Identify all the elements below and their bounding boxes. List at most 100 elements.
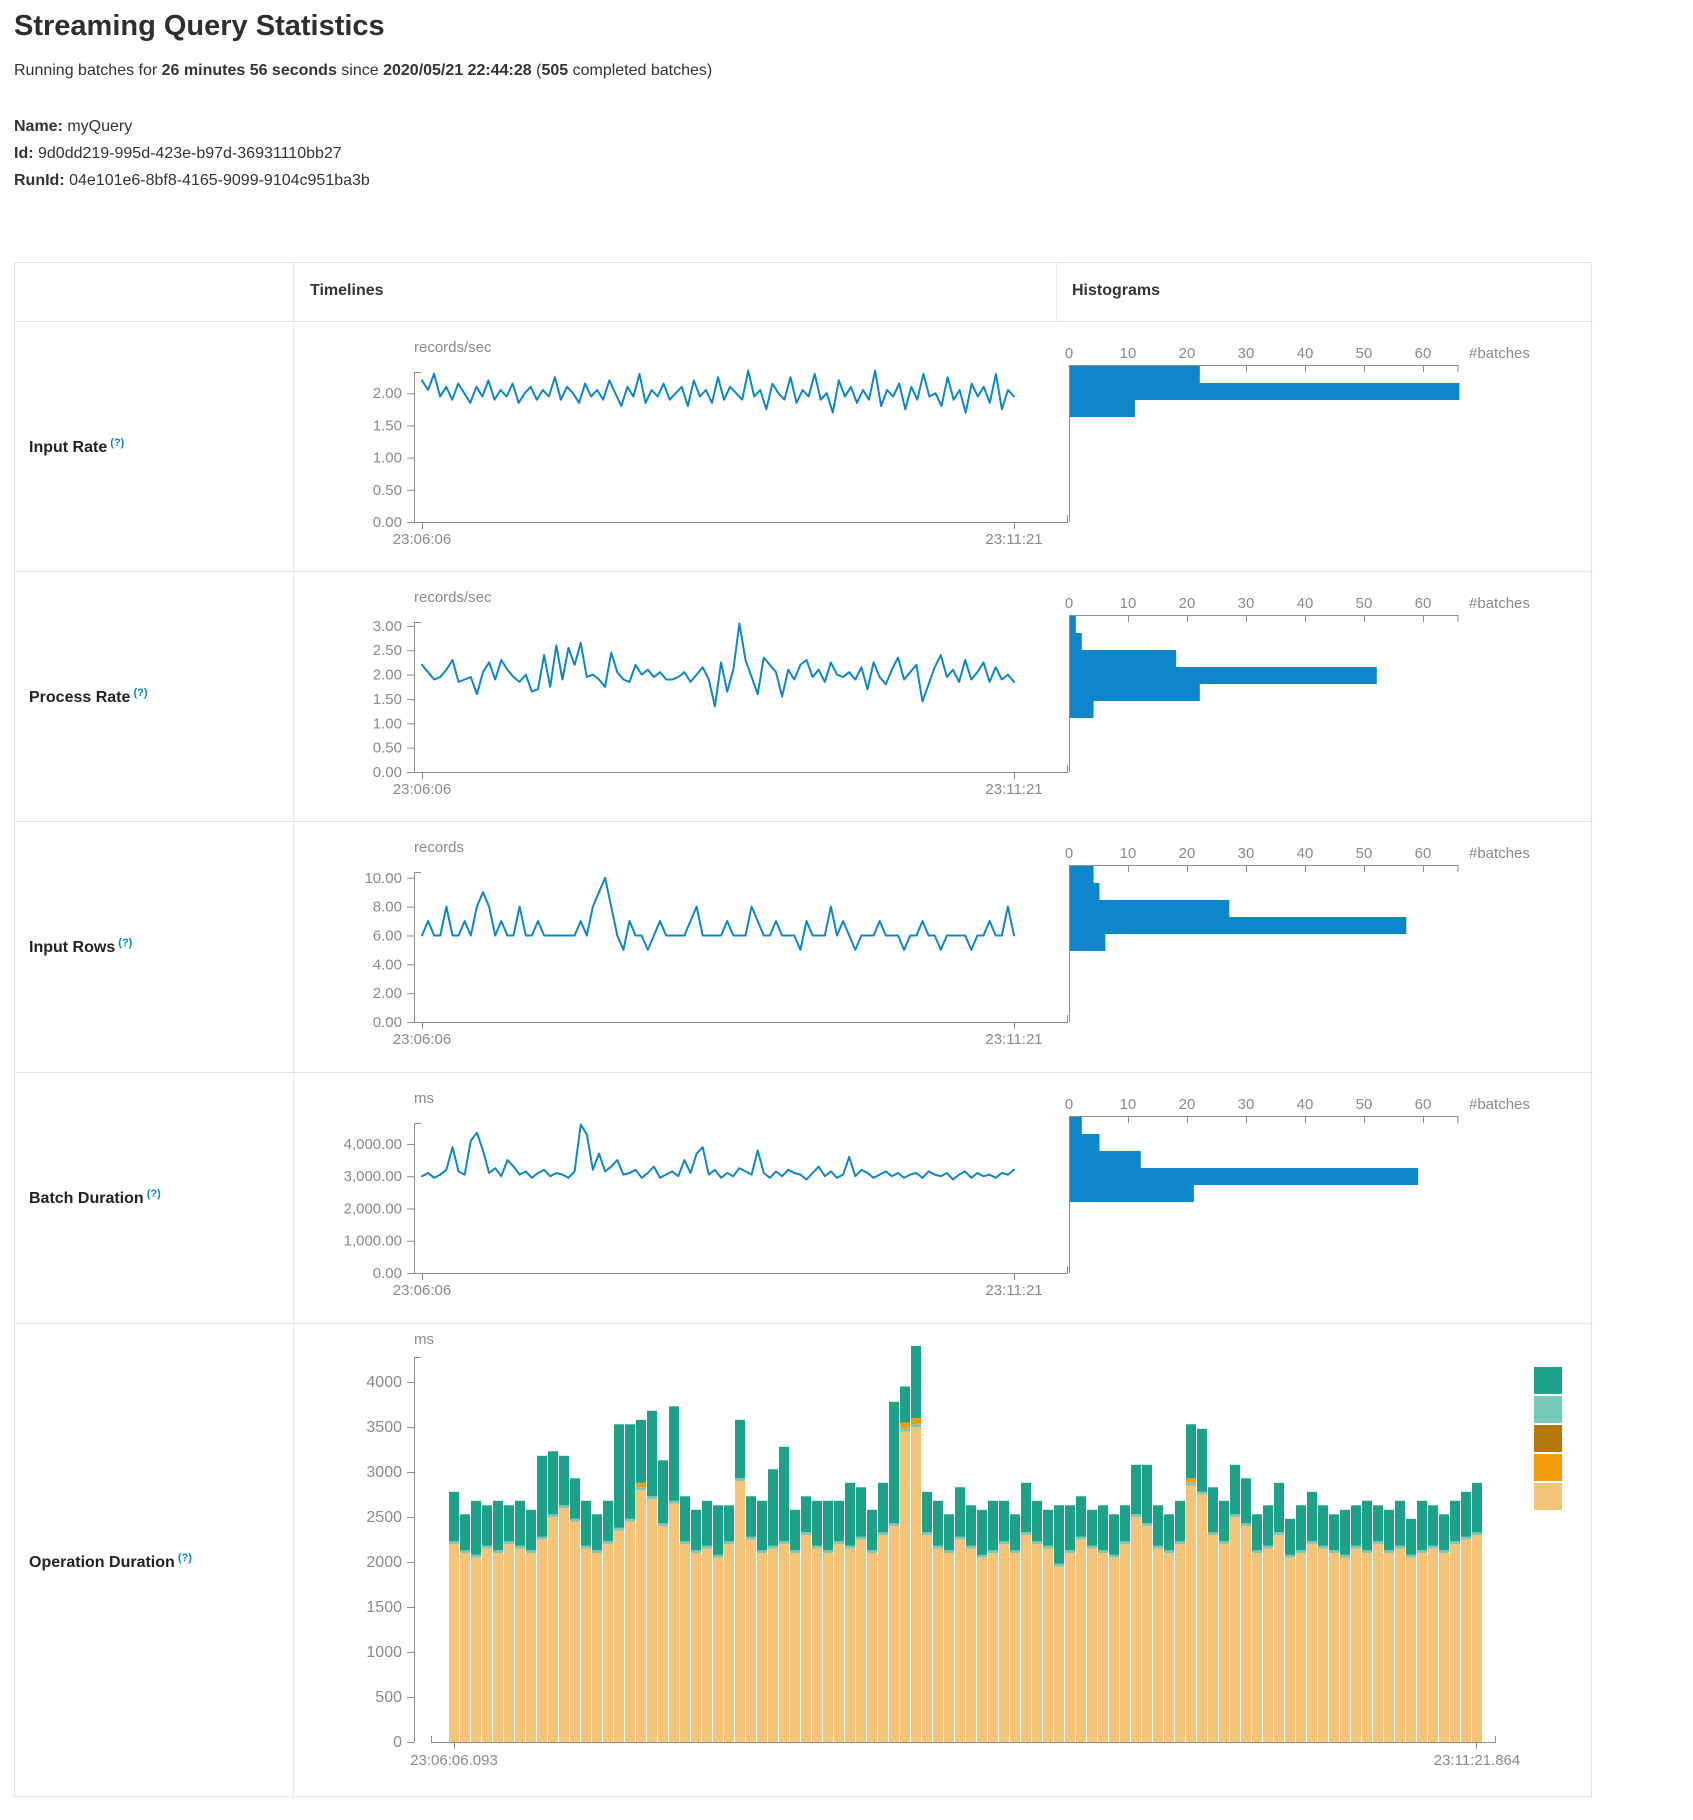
operation-duration-bar-segment	[482, 1545, 492, 1549]
batches-suffix: completed batches)	[568, 62, 713, 79]
svg-text:10.00: 10.00	[364, 870, 402, 887]
operation-duration-bar-segment	[592, 1514, 602, 1551]
operation-duration-bar-segment	[867, 1550, 877, 1553]
help-tooltip-icon[interactable]: (?)	[174, 1551, 192, 1564]
operation-duration-bar-segment	[1417, 1500, 1427, 1551]
svg-text:#batches: #batches	[1469, 1096, 1530, 1113]
operation-duration-bar-segment	[1307, 1544, 1317, 1742]
operation-duration-bar-segment	[581, 1545, 591, 1549]
table-header-row: Timelines Histograms	[15, 263, 1591, 321]
operation-duration-bar-segment	[911, 1418, 921, 1425]
operation-duration-bar-segment	[1021, 1532, 1031, 1535]
operation-duration-bar-segment	[460, 1553, 470, 1742]
svg-text:2500: 2500	[366, 1509, 402, 1526]
legend-swatch-orange[interactable]	[1534, 1454, 1562, 1481]
svg-text:1,000.00: 1,000.00	[344, 1233, 402, 1250]
operation-duration-bar-segment	[537, 1539, 547, 1742]
operation-duration-bar-segment	[680, 1541, 690, 1544]
operation-duration-bar-segment	[801, 1532, 811, 1535]
svg-text:0: 0	[1065, 1096, 1073, 1113]
svg-text:40: 40	[1297, 345, 1314, 362]
operation-duration-bar-segment	[1439, 1553, 1449, 1742]
operation-duration-bar-segment	[504, 1505, 514, 1542]
operation-duration-bar-segment	[1274, 1482, 1284, 1533]
operation-duration-bar-segment	[526, 1550, 536, 1553]
operation-duration-bar-segment	[449, 1544, 459, 1742]
input-rows-timeline-line	[421, 876, 1015, 951]
operation-duration-bar-segment	[581, 1500, 591, 1546]
operation-duration-bar-segment	[1450, 1500, 1460, 1542]
legend-swatch-teal[interactable]	[1534, 1367, 1562, 1394]
operation-duration-bar-segment	[1010, 1514, 1020, 1551]
svg-text:3,000.00: 3,000.00	[344, 1168, 402, 1185]
operation-duration-bar-segment	[1395, 1500, 1405, 1546]
svg-text:10: 10	[1120, 595, 1137, 612]
operation-duration-bar-segment	[1219, 1500, 1229, 1542]
process-rate-histogram-bar	[1070, 633, 1082, 650]
legend-swatch-light-teal[interactable]	[1534, 1396, 1562, 1423]
input-rows-histogram-bar	[1070, 900, 1230, 917]
operation-duration-bar-segment	[779, 1541, 789, 1544]
operation-duration-bar-segment	[1208, 1535, 1218, 1742]
id-value: 9d0dd219-995d-423e-b97d-36931110bb27	[33, 145, 342, 162]
svg-text:0: 0	[1065, 595, 1073, 612]
operation-duration-bar-segment	[471, 1554, 481, 1558]
operation-duration-bar-segment	[1010, 1553, 1020, 1742]
svg-text:2.50: 2.50	[373, 642, 402, 659]
legend-swatch-brown[interactable]	[1534, 1425, 1562, 1452]
help-tooltip-icon[interactable]: (?)	[143, 1187, 161, 1200]
operation-duration-bar-segment	[757, 1550, 767, 1553]
start-time: 2020/05/21 22:44:28	[383, 62, 532, 79]
process-rate-histogram-bar	[1070, 616, 1076, 633]
input-rate-histogram-bar	[1070, 400, 1135, 417]
svg-text:1500: 1500	[366, 1599, 402, 1616]
operation-duration-bar-segment	[515, 1548, 525, 1742]
operation-duration-bar-segment	[1472, 1535, 1482, 1742]
svg-text:0.50: 0.50	[373, 740, 402, 757]
operation-duration-bar-segment	[1461, 1536, 1471, 1540]
svg-text:records: records	[414, 839, 464, 856]
operation-duration-bar-segment	[812, 1545, 822, 1549]
input-rows-charts: records 10.00 8.00 6.00 4.00 2.00 0.0023:06:06…	[364, 839, 1529, 1048]
svg-text:20: 20	[1179, 845, 1196, 862]
svg-text:23:11:21: 23:11:21	[985, 1282, 1042, 1299]
operation-duration-bar-segment	[823, 1500, 833, 1551]
operation-duration-bar-segment	[988, 1553, 998, 1742]
operation-duration-bar-segment	[647, 1499, 657, 1742]
operation-duration-bar-segment	[1439, 1550, 1449, 1553]
operation-duration-bar-segment	[746, 1536, 756, 1540]
running-summary: Running batches for 26 minutes 56 second…	[14, 62, 712, 80]
row-input-rate: Input Rate (?) records/sec 2.00 1.50 1.00 0.5…	[15, 321, 1593, 571]
help-tooltip-icon[interactable]: (?)	[107, 436, 125, 449]
batches-open-paren: (	[531, 62, 542, 79]
input-rows-histogram-bar	[1070, 917, 1407, 934]
operation-duration-bar-segment	[1054, 1566, 1064, 1742]
operation-duration-bar-segment	[636, 1419, 646, 1483]
row-process-rate: Process Rate (?) records/sec 3.00 2.50 2.00 1…	[15, 571, 1593, 821]
operation-duration-bar-segment	[1120, 1541, 1130, 1544]
operation-duration-bar-segment	[1384, 1550, 1394, 1553]
operation-duration-bar-segment	[768, 1548, 778, 1742]
operation-duration-bar-segment	[449, 1541, 459, 1544]
process-rate-histogram-bar	[1070, 667, 1377, 684]
row-input-rows: Input Rows (?) records 10.00 8.00 6.00 4.00 2.…	[15, 821, 1593, 1072]
legend-swatch-tan[interactable]	[1534, 1483, 1562, 1510]
operation-duration-bar-segment	[460, 1550, 470, 1553]
operation-duration-bar-segment	[526, 1509, 536, 1551]
help-tooltip-icon[interactable]: (?)	[115, 936, 133, 949]
operation-duration-charts: ms 4000 3500 3000 2500 2000 1500 1000 500 0 23:06:…	[366, 1331, 1562, 1769]
operation-duration-bar-segment	[1186, 1485, 1196, 1742]
operation-duration-bar-segment	[933, 1545, 943, 1549]
operation-duration-bar-segment	[1043, 1545, 1053, 1549]
svg-text:20: 20	[1179, 345, 1196, 362]
operation-duration-bar-segment	[1175, 1544, 1185, 1742]
operation-duration-bar-segment	[702, 1545, 712, 1549]
help-tooltip-icon[interactable]: (?)	[130, 686, 148, 699]
svg-text:10: 10	[1120, 345, 1137, 362]
operation-duration-bar-segment	[955, 1487, 965, 1537]
batch-duration-charts: ms4,000.003,000.002,000.001,000.000.0023…	[344, 1090, 1530, 1299]
operation-duration-bar-segment	[603, 1544, 613, 1742]
operation-duration-bar-segment	[922, 1535, 932, 1742]
row-label-text: Operation Duration	[29, 1553, 175, 1571]
operation-duration-bar-segment	[1087, 1548, 1097, 1742]
